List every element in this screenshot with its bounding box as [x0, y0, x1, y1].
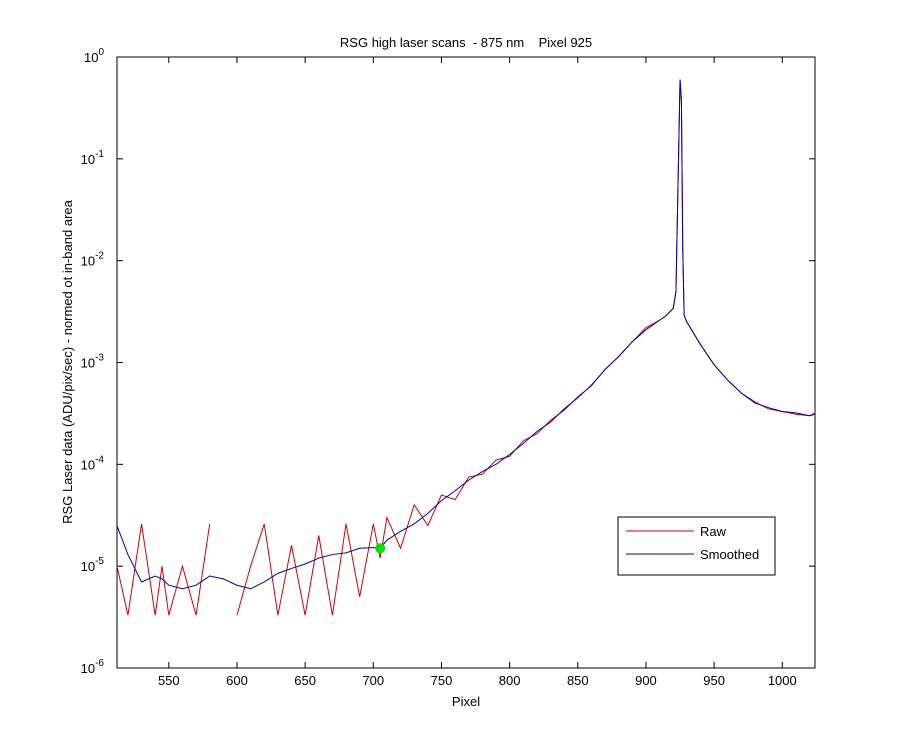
- y-tick-exponent: -3: [95, 353, 104, 364]
- x-tick-label: 550: [158, 673, 180, 688]
- y-tick-label: 10-3: [81, 353, 105, 371]
- y-tick-label: 10-6: [81, 658, 105, 676]
- legend: Raw Smoothed: [617, 516, 776, 576]
- x-tick-label: 950: [703, 673, 725, 688]
- chart-title: RSG high laser scans - 875 nm Pixel 925: [340, 35, 592, 50]
- y-tick-label: 10-5: [81, 556, 105, 574]
- y-tick-base: 10: [81, 457, 95, 472]
- y-tick-label: 10-1: [81, 149, 105, 167]
- y-tick-exponent: -2: [95, 251, 104, 262]
- y-tick-base: 10: [84, 50, 98, 65]
- y-tick-label: 100: [84, 47, 104, 65]
- legend-label: Raw: [700, 524, 727, 539]
- y-tick-exponent: -4: [95, 454, 104, 465]
- x-tick-label: 600: [226, 673, 248, 688]
- highlight-point: [375, 543, 386, 554]
- y-tick-label: 10-4: [81, 454, 105, 472]
- y-axis-label: RSG Laser data (ADU/pix/sec) - normed ot…: [60, 199, 75, 523]
- series-line: [116, 79, 816, 590]
- x-tick-label: 750: [431, 673, 453, 688]
- x-tick-label: 850: [567, 673, 589, 688]
- plot-area: [116, 56, 816, 669]
- x-axis-label: Pixel: [452, 694, 480, 709]
- y-tick-exponent: -6: [95, 658, 104, 669]
- x-tick-label: 650: [294, 673, 316, 688]
- y-tick-base: 10: [81, 356, 95, 371]
- x-tick-label: 1000: [768, 673, 797, 688]
- y-tick-base: 10: [81, 254, 95, 269]
- y-tick-exponent: -1: [95, 149, 104, 160]
- y-tick-exponent: 0: [98, 47, 104, 58]
- x-tick-label: 900: [635, 673, 657, 688]
- y-tick-label: 10-2: [81, 251, 105, 269]
- y-tick-base: 10: [81, 152, 95, 167]
- x-tick-label: 700: [362, 673, 384, 688]
- legend-box: [617, 516, 776, 576]
- y-tick-exponent: -5: [95, 556, 104, 567]
- x-tick-label: 800: [499, 673, 521, 688]
- y-tick-base: 10: [81, 559, 95, 574]
- y-tick-base: 10: [81, 661, 95, 676]
- legend-label: Smoothed: [700, 547, 759, 562]
